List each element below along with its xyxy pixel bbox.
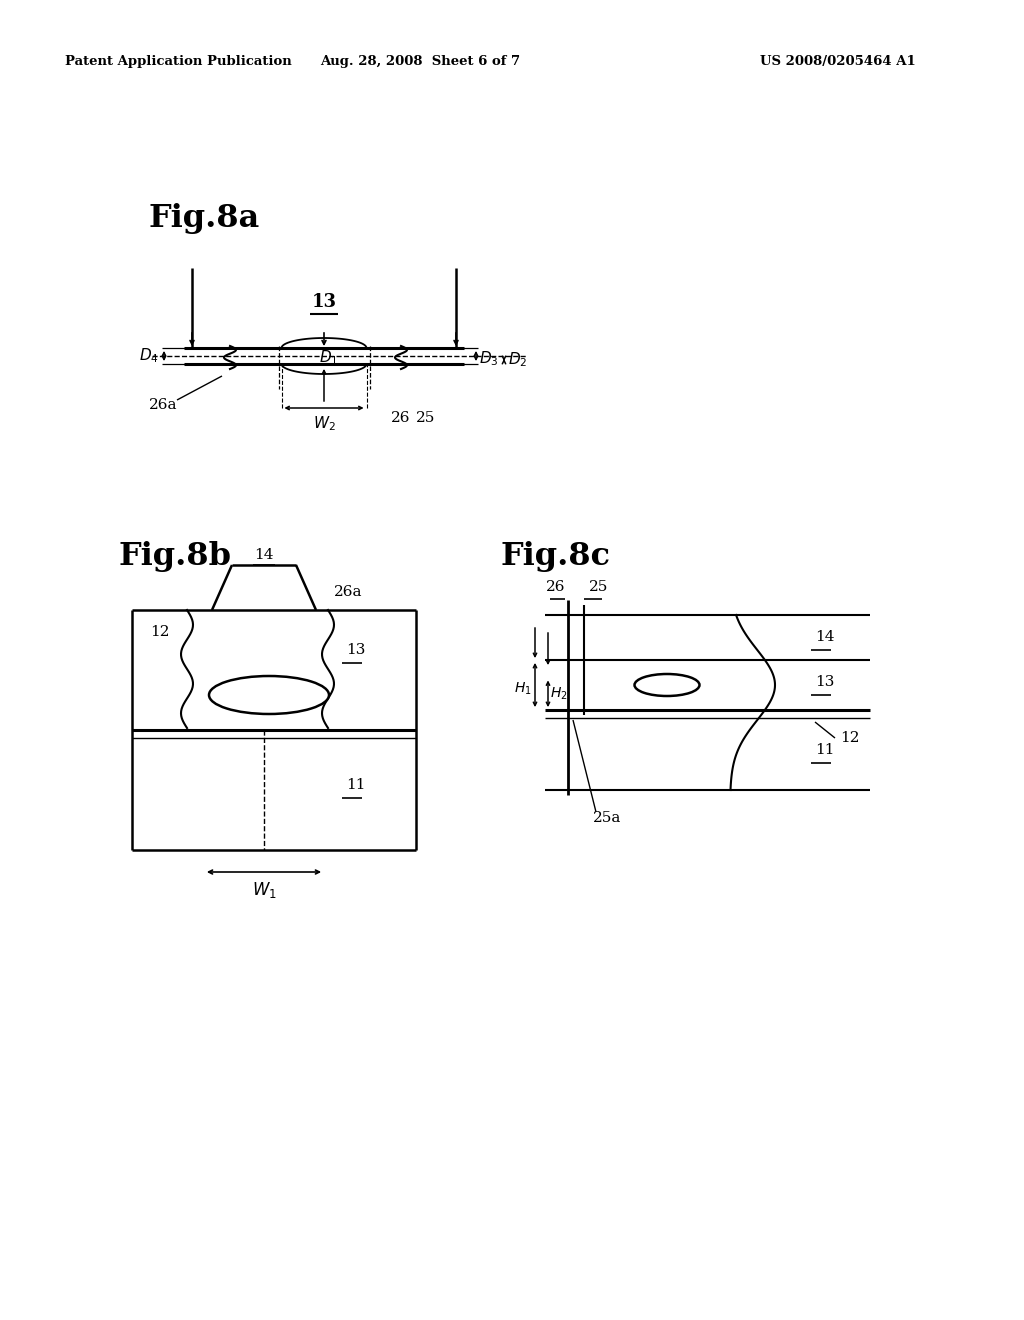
Text: $W_1$: $W_1$: [252, 880, 276, 900]
Text: 26: 26: [546, 579, 565, 594]
Text: 14: 14: [254, 548, 273, 562]
Text: $D_4$: $D_4$: [139, 347, 159, 366]
Text: 26a: 26a: [334, 585, 362, 599]
Text: US 2008/0205464 A1: US 2008/0205464 A1: [760, 55, 915, 69]
Text: 25a: 25a: [593, 810, 622, 825]
Text: $D_1$: $D_1$: [319, 348, 339, 367]
Text: $H_1$: $H_1$: [514, 681, 532, 697]
Text: $D_2$: $D_2$: [508, 351, 527, 370]
Text: Fig.8c: Fig.8c: [500, 540, 610, 572]
Text: 26a: 26a: [148, 399, 177, 412]
Text: 13: 13: [346, 643, 366, 657]
Text: 25: 25: [417, 411, 435, 425]
Ellipse shape: [635, 675, 699, 696]
Text: Fig.8b: Fig.8b: [118, 540, 231, 572]
Text: 12: 12: [840, 731, 859, 744]
Text: 25: 25: [589, 579, 608, 594]
Text: 12: 12: [150, 624, 170, 639]
Text: Fig.8a: Fig.8a: [148, 202, 259, 234]
Text: Aug. 28, 2008  Sheet 6 of 7: Aug. 28, 2008 Sheet 6 of 7: [319, 55, 520, 69]
Text: 13: 13: [311, 293, 337, 312]
Text: 26: 26: [391, 411, 411, 425]
Text: $W_2$: $W_2$: [312, 414, 336, 433]
Text: $D_3$: $D_3$: [479, 348, 499, 368]
Text: Patent Application Publication: Patent Application Publication: [65, 55, 292, 69]
Text: $H_2$: $H_2$: [550, 685, 567, 702]
Text: 13: 13: [815, 675, 835, 689]
Text: 14: 14: [815, 630, 835, 644]
Ellipse shape: [209, 676, 329, 714]
Text: 11: 11: [346, 777, 366, 792]
Text: 11: 11: [815, 743, 835, 756]
